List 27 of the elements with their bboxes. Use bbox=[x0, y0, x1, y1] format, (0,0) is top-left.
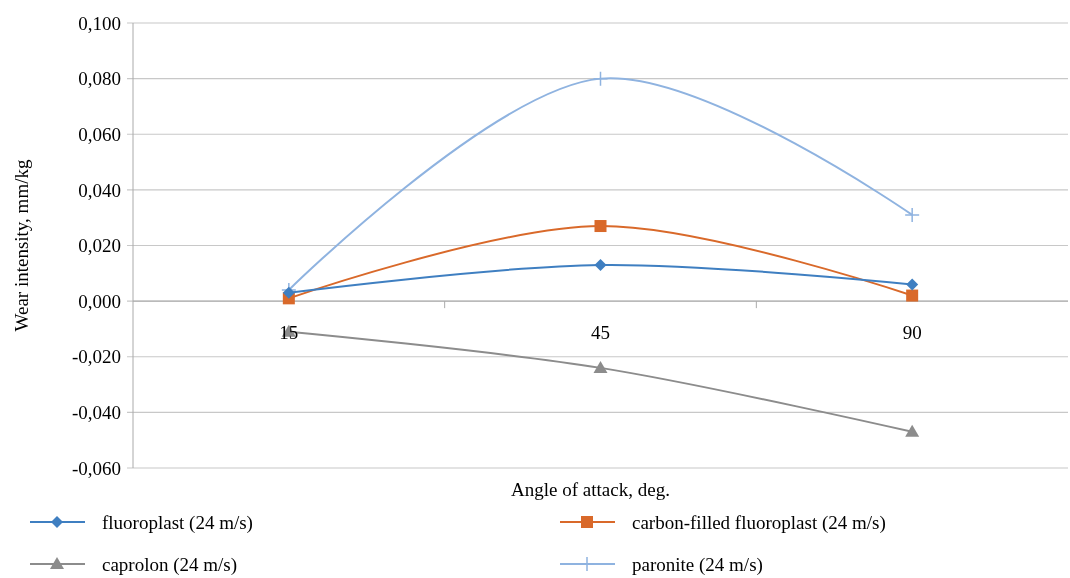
legend-label: paronite (24 m/s) bbox=[632, 553, 763, 576]
point bbox=[904, 207, 920, 223]
y-tick-label: 0,000 bbox=[78, 290, 121, 312]
legend-label: carbon-filled fluoroplast (24 m/s) bbox=[632, 511, 886, 534]
point bbox=[905, 424, 920, 437]
point bbox=[592, 70, 609, 87]
y-axis-title: Wear intensity, mm/kg bbox=[11, 159, 32, 332]
point bbox=[906, 278, 919, 291]
y-tick-label: 0,080 bbox=[78, 68, 121, 90]
point bbox=[594, 258, 607, 271]
y-tick-label: -0,060 bbox=[71, 457, 121, 479]
x-tick-label: 15 bbox=[279, 322, 299, 344]
x-axis-title: Angle of attack, deg. bbox=[511, 479, 670, 500]
legend-label: caprolon (24 m/s) bbox=[102, 553, 238, 576]
legend-label: fluoroplast (24 m/s) bbox=[102, 511, 253, 534]
point bbox=[594, 220, 607, 233]
y-tick-label: 0,060 bbox=[78, 123, 121, 145]
x-tick-label: 90 bbox=[902, 322, 922, 344]
y-tick-label: -0,020 bbox=[71, 346, 121, 368]
y-tick-label: 0,100 bbox=[78, 12, 121, 34]
point bbox=[593, 360, 608, 373]
y-tick-label: -0,040 bbox=[71, 402, 121, 424]
point bbox=[282, 286, 295, 299]
y-tick-label: 0,040 bbox=[78, 179, 121, 201]
y-tick-label: 0,020 bbox=[78, 235, 121, 257]
x-tick-label: 45 bbox=[591, 322, 610, 344]
point bbox=[906, 289, 919, 302]
